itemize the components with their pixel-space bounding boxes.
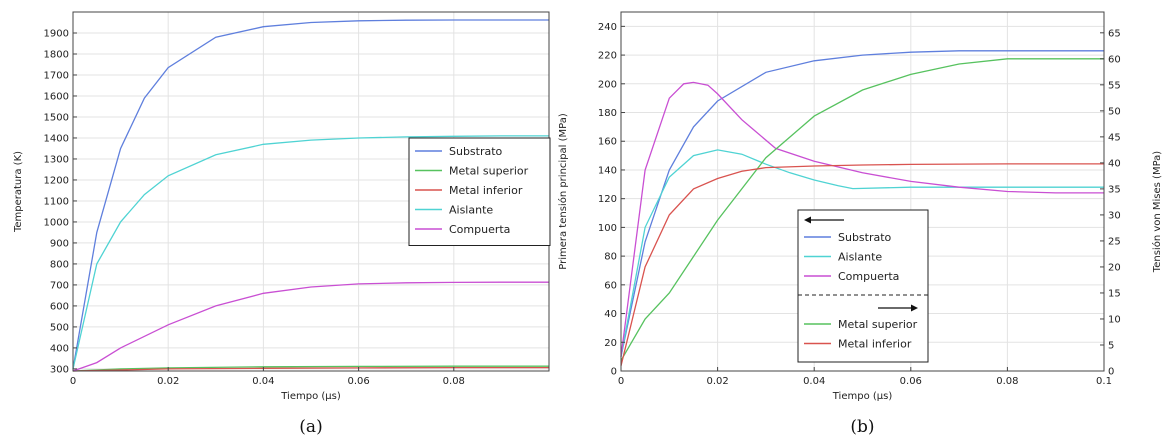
y-tick-label: 1000 <box>44 217 69 228</box>
x-axis-label: Tiempo (µs) <box>832 391 893 402</box>
legend-label: Aislante <box>838 251 882 264</box>
caption-a: (a) <box>299 417 322 437</box>
y-tick-label: 1200 <box>44 175 69 186</box>
y-tick-label: 500 <box>50 322 69 333</box>
x-tick-label: 0.08 <box>443 376 465 387</box>
y-tick-label: 40 <box>604 309 617 320</box>
y-tick-label: 180 <box>598 108 617 119</box>
y-tick-label: 1400 <box>44 133 69 144</box>
y-tick-label: 1500 <box>44 112 69 123</box>
series-line-metal-inferior <box>620 163 1104 366</box>
y-tick-label: 1300 <box>44 154 69 165</box>
y-right-tick-label: 45 <box>1108 132 1121 143</box>
y-right-tick-label: 65 <box>1108 28 1121 39</box>
arrow-left-icon <box>804 216 811 224</box>
y-tick-label: 20 <box>604 338 617 349</box>
x-tick-label: 0 <box>618 376 624 387</box>
x-tick-label: 0.1 <box>1096 376 1112 387</box>
x-tick-label: 0.08 <box>996 376 1018 387</box>
y-right-tick-label: 0 <box>1108 367 1114 378</box>
y-tick-label: 80 <box>604 252 617 263</box>
legend-label: Substrato <box>449 145 503 158</box>
series-line-aislante <box>72 135 549 370</box>
y-tick-label: 0 <box>611 367 617 378</box>
series-line-compuerta <box>72 281 549 372</box>
y-right-tick-label: 35 <box>1108 184 1121 195</box>
y-right-tick-label: 60 <box>1108 54 1121 65</box>
x-tick-label: 0.02 <box>157 376 179 387</box>
y-right-tick-label: 25 <box>1108 236 1121 247</box>
legend-label: Metal superior <box>449 165 529 178</box>
legend-box <box>408 137 551 246</box>
plot-frame <box>620 11 1105 372</box>
y-tick-label: 1100 <box>44 196 69 207</box>
y-tick-label: 200 <box>598 79 617 90</box>
y-right-tick-label: 5 <box>1108 340 1114 351</box>
legend-label: Metal superior <box>838 318 918 331</box>
series-line-substrato <box>620 50 1104 357</box>
y-right-tick-label: 30 <box>1108 210 1121 221</box>
x-tick-label: 0.06 <box>347 376 369 387</box>
x-tick-label: 0.06 <box>900 376 922 387</box>
y-tick-label: 140 <box>598 165 617 176</box>
series-line-substrato <box>72 19 549 370</box>
series-line-metal-superior <box>72 365 549 372</box>
series-line-metal-superior <box>620 58 1104 361</box>
y-right-axis-label: Tensión von Mises (MPa) <box>1151 151 1163 273</box>
y-tick-label: 800 <box>50 259 69 270</box>
legend-box <box>797 209 929 363</box>
y-right-tick-label: 15 <box>1108 288 1121 299</box>
y-right-tick-label: 20 <box>1108 262 1121 273</box>
x-tick-label: 0.04 <box>803 376 825 387</box>
x-tick-label: 0 <box>70 376 76 387</box>
x-axis-label: Tiempo (µs) <box>280 391 341 402</box>
y-axis-label: Primera tensión principal (MPa) <box>557 113 569 270</box>
y-tick-label: 600 <box>50 301 69 312</box>
x-tick-label: 0.02 <box>706 376 728 387</box>
legend-label: Compuerta <box>449 223 510 236</box>
y-tick-label: 1800 <box>44 49 69 60</box>
legend-label: Aislante <box>449 204 493 217</box>
legend-label: Metal inferior <box>838 338 912 351</box>
y-tick-label: 220 <box>598 51 617 62</box>
series-line-compuerta <box>620 81 1104 357</box>
legend-label: Metal inferior <box>449 184 523 197</box>
y-tick-label: 120 <box>598 194 617 205</box>
y-tick-label: 700 <box>50 280 69 291</box>
y-tick-label: 240 <box>598 22 617 33</box>
y-tick-label: 1600 <box>44 91 69 102</box>
legend-label: Substrato <box>838 231 892 244</box>
arrow-right-icon <box>911 304 918 312</box>
y-tick-label: 1700 <box>44 70 69 81</box>
y-tick-label: 160 <box>598 137 617 148</box>
y-axis-label: Temperatura (K) <box>13 151 24 233</box>
chart-a: 300 400 500 600 700 800 900 1000 1100 1200 1300 140… <box>13 11 551 437</box>
x-tick-label: 0.04 <box>252 376 274 387</box>
y-right-tick-label: 50 <box>1108 106 1121 117</box>
y-tick-label: 300 <box>50 364 69 375</box>
caption-b: (b) <box>850 417 874 437</box>
y-right-tick-label: 55 <box>1108 80 1121 91</box>
y-tick-label: 1900 <box>44 28 69 39</box>
y-tick-label: 900 <box>50 238 69 249</box>
series-line-aislante <box>620 149 1104 357</box>
y-tick-label: 100 <box>598 223 617 234</box>
y-tick-label: 60 <box>604 280 617 291</box>
y-right-tick-label: 40 <box>1108 158 1121 169</box>
legend-label: Compuerta <box>838 270 899 283</box>
y-right-tick-label: 10 <box>1108 314 1121 325</box>
y-tick-label: 400 <box>50 343 69 354</box>
chart-b: 0204060801001201401601802002202400510152… <box>557 11 1163 437</box>
